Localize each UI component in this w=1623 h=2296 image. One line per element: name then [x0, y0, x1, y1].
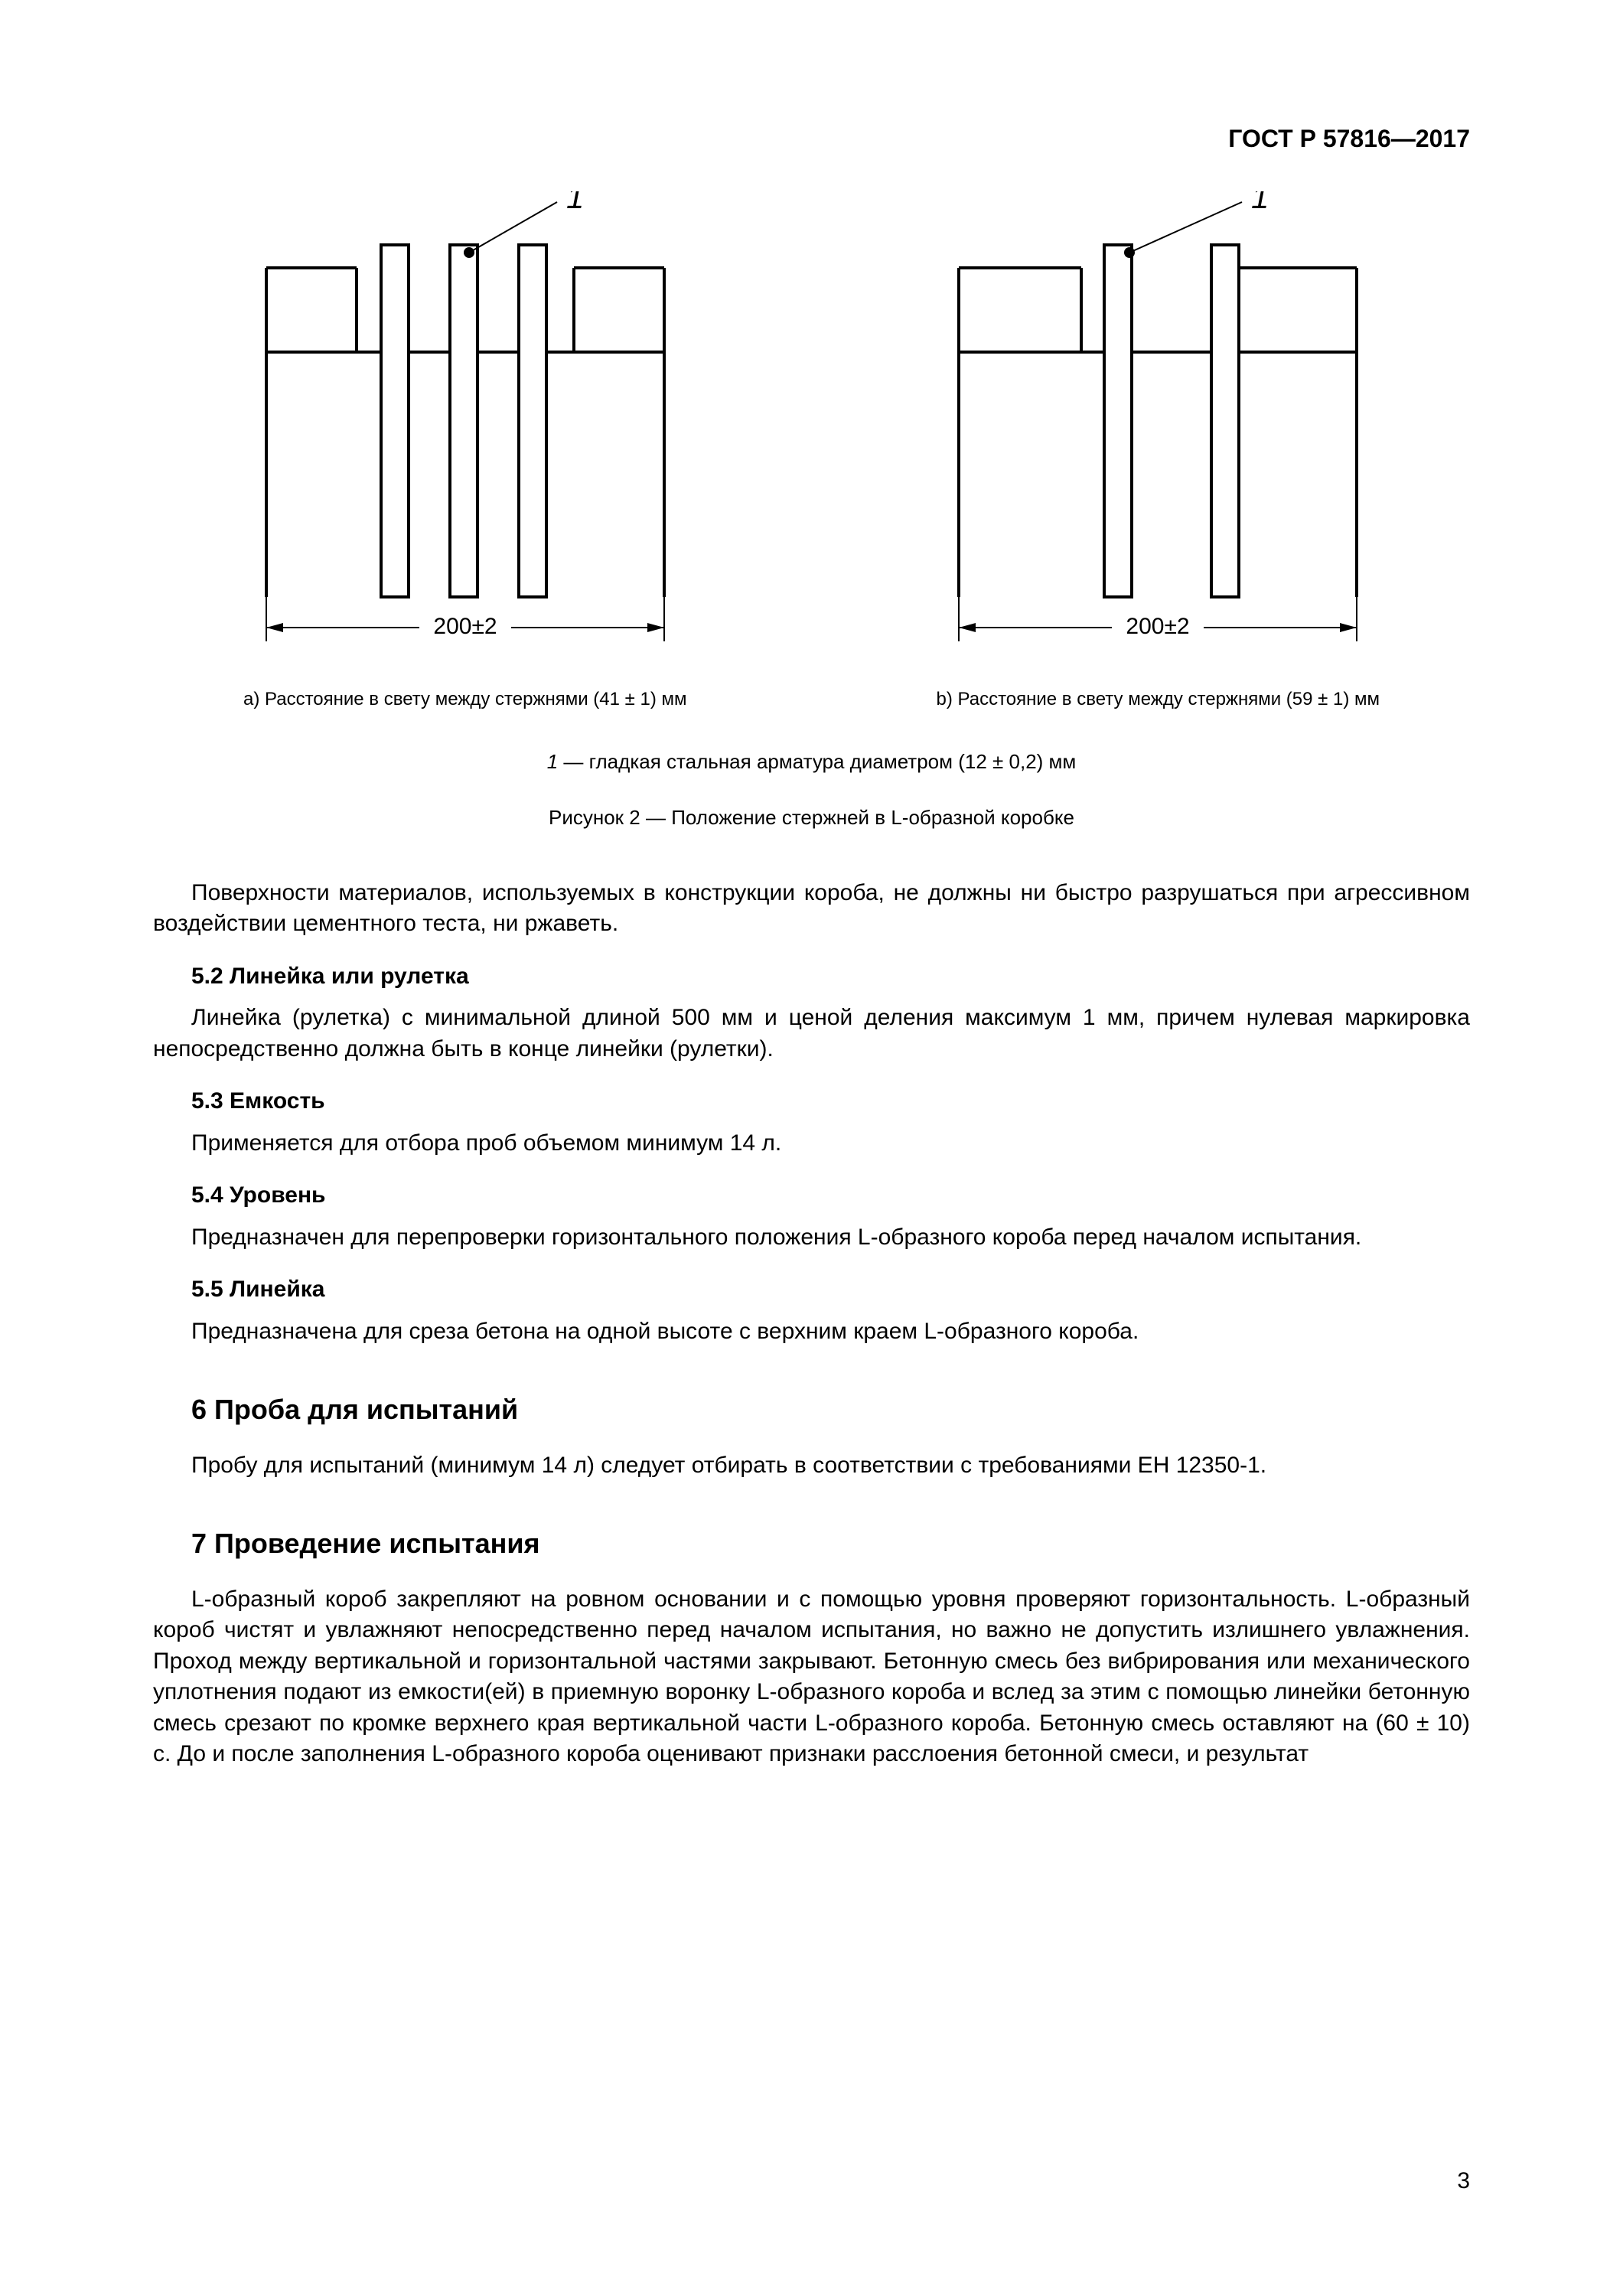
- figures-row: 200±2 1 a) Расстояние в свету между стерж…: [153, 191, 1470, 712]
- svg-text:200±2: 200±2: [1126, 614, 1190, 639]
- legend-text: — гладкая стальная арматура диаметром (1…: [558, 750, 1076, 773]
- svg-text:1: 1: [1251, 191, 1269, 215]
- page: ГОСТ Р 57816—2017 200±2 1 a) Расстояние в…: [0, 0, 1623, 2296]
- figure-right: 200±2 1 b) Расстояние в свету между стерж…: [846, 191, 1471, 712]
- doc-code: ГОСТ Р 57816—2017: [1228, 122, 1470, 155]
- svg-text:200±2: 200±2: [433, 614, 497, 639]
- para-5-3: Применяется для отбора проб объемом мини…: [153, 1128, 1470, 1159]
- para-5-5: Предназначена для среза бетона на одной …: [153, 1316, 1470, 1348]
- para-5-4: Предназначен для перепроверки горизонтал…: [153, 1222, 1470, 1254]
- heading-5-2: 5.2 Линейка или рулетка: [153, 961, 1470, 993]
- figure-title: Рисунок 2 — Положение стержней в L-образ…: [153, 804, 1470, 831]
- diagram-left: 200±2 1: [197, 191, 733, 666]
- heading-7: 7 Проведение испытания: [153, 1525, 1470, 1563]
- figure-right-caption: b) Расстояние в свету между стержнями (5…: [937, 687, 1380, 712]
- figure-left: 200±2 1 a) Расстояние в свету между стерж…: [153, 191, 777, 712]
- heading-5-5: 5.5 Линейка: [153, 1274, 1470, 1306]
- para-6: Пробу для испытаний (минимум 14 л) следу…: [153, 1450, 1470, 1482]
- svg-text:1: 1: [566, 191, 584, 215]
- legend-ref-num: 1: [547, 750, 558, 773]
- diagram-right: 200±2 1: [890, 191, 1426, 666]
- para-7: L-образный короб закрепляют на ровном ос…: [153, 1584, 1470, 1770]
- figure-left-caption: a) Расстояние в свету между стержнями (4…: [243, 687, 687, 712]
- heading-5-3: 5.3 Емкость: [153, 1086, 1470, 1117]
- heading-6: 6 Проба для испытаний: [153, 1391, 1470, 1429]
- figure-legend: 1 — гладкая стальная арматура диаметром …: [153, 748, 1470, 775]
- para-5-2: Линейка (рулетка) с минимальной длиной 5…: [153, 1003, 1470, 1065]
- intro-paragraph: Поверхности материалов, используемых в к…: [153, 878, 1470, 940]
- body-text: Поверхности материалов, используемых в к…: [153, 878, 1470, 1770]
- heading-5-4: 5.4 Уровень: [153, 1180, 1470, 1212]
- page-number: 3: [1457, 2166, 1470, 2197]
